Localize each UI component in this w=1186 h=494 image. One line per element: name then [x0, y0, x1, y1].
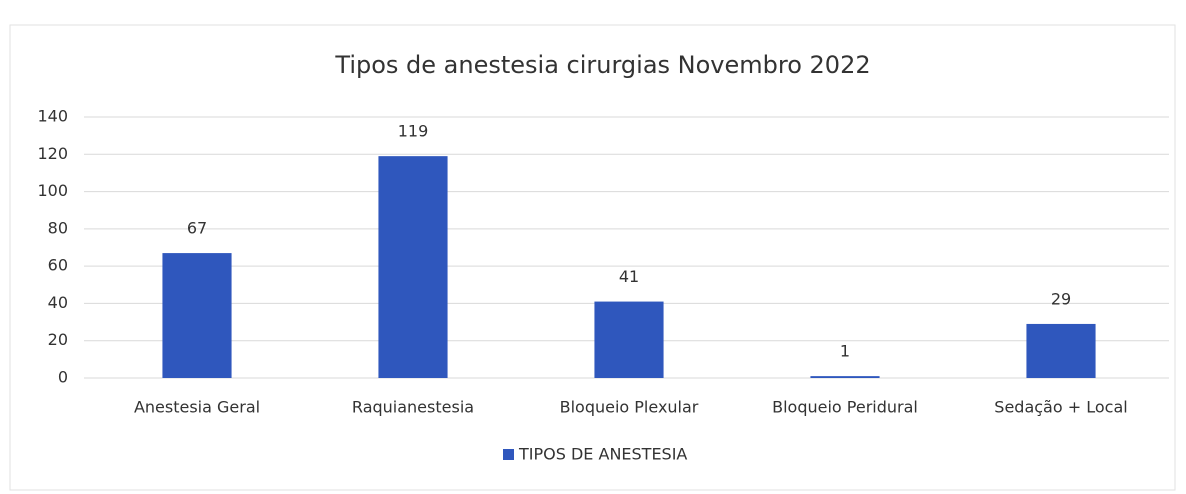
bar — [810, 376, 880, 378]
legend-label: TIPOS DE ANESTESIA — [518, 445, 687, 464]
y-tick-label: 100 — [37, 181, 68, 200]
legend-swatch — [503, 449, 514, 460]
bar — [162, 253, 232, 378]
data-label: 119 — [398, 122, 429, 141]
data-label: 1 — [840, 342, 850, 361]
x-tick-label: Bloqueio Plexular — [560, 398, 699, 417]
y-tick-label: 40 — [48, 293, 68, 312]
chart-title: Tipos de anestesia cirurgias Novembro 20… — [334, 51, 870, 79]
x-tick-label: Raquianestesia — [352, 398, 474, 417]
x-tick-label: Sedação + Local — [994, 398, 1127, 417]
bar — [378, 156, 448, 378]
y-tick-label: 80 — [48, 218, 68, 237]
bar — [594, 301, 664, 378]
y-tick-label: 140 — [37, 107, 68, 126]
y-tick-label: 120 — [37, 144, 68, 163]
y-tick-label: 0 — [58, 368, 68, 387]
x-tick-label: Bloqueio Peridural — [772, 398, 918, 417]
bar — [1026, 323, 1096, 378]
data-label: 29 — [1051, 289, 1071, 308]
y-tick-label: 20 — [48, 330, 68, 349]
y-tick-label: 60 — [48, 256, 68, 275]
data-label: 41 — [619, 267, 639, 286]
data-label: 67 — [187, 219, 207, 238]
x-tick-label: Anestesia Geral — [134, 398, 260, 417]
